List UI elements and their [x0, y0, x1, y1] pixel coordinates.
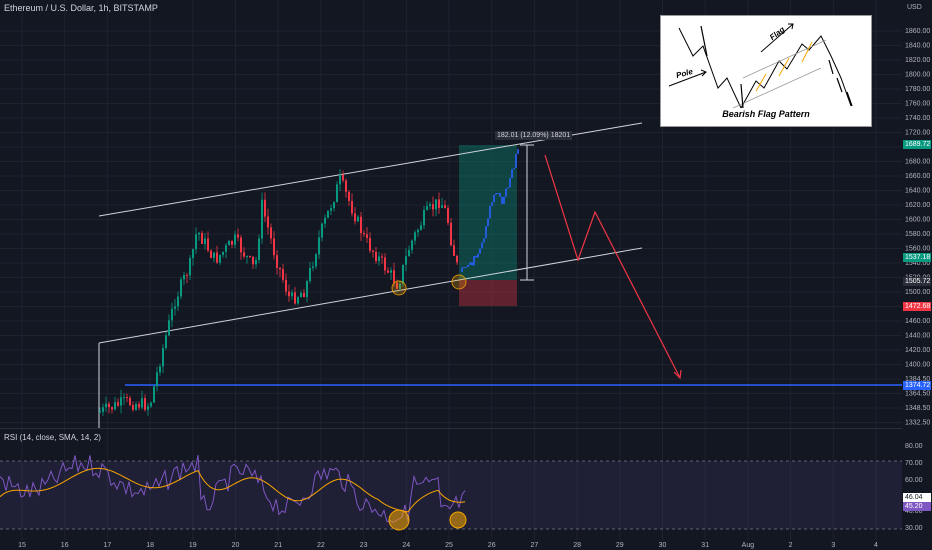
price-tick-label: 1560.00: [905, 246, 930, 253]
rsi-tick-label: 80.00: [905, 443, 923, 450]
price-tick-label: 1400.00: [905, 362, 930, 369]
time-tick-label: 18: [146, 542, 154, 549]
forecast-arrow-head: [673, 369, 682, 380]
time-tick-label: 20: [232, 542, 240, 549]
chart-symbol-title[interactable]: Ethereum / U.S. Dollar, 1h, BITSTAMP: [4, 3, 158, 13]
rsi-tick-label: 70.00: [905, 460, 923, 467]
rsi-low-marker: [449, 511, 467, 529]
time-tick-label: 23: [360, 542, 368, 549]
rsi-ma-line: [0, 467, 466, 513]
currency-label: USD: [907, 4, 922, 11]
time-tick-label: Aug: [742, 542, 755, 549]
time-tick-label: 3: [831, 542, 835, 549]
diagram-title: Bearish Flag Pattern: [722, 109, 810, 119]
price-low-marker: [451, 274, 467, 290]
price-tick-label: 1332.50: [905, 420, 930, 427]
price-tick-label: 1780.00: [905, 86, 930, 93]
rsi-indicator-title[interactable]: RSI (14, close, SMA, 14, 2): [4, 433, 101, 442]
projected-candles: [461, 149, 519, 272]
time-tick-label: 15: [18, 542, 26, 549]
price-tick-label: 1364.50: [905, 391, 930, 398]
time-tick-label: 22: [317, 542, 325, 549]
price-tick-label: 1384.50: [905, 376, 930, 383]
rsi-tag: 46.04: [903, 493, 931, 502]
price-tag: 1374.72: [903, 381, 931, 390]
price-tick-label: 1460.00: [905, 318, 930, 325]
time-axis[interactable]: 15 16 17 18 19 20 21 22 23 24 25 26 27 28 29 30 31 Aug 2 3 4: [18, 542, 878, 549]
price-tick-label: 1600.00: [905, 217, 930, 224]
price-tag: 1537.18: [903, 253, 931, 262]
price-tick-label: 1620.00: [905, 202, 930, 209]
price-tick-label: 1680.00: [905, 159, 930, 166]
forecast-path[interactable]: [544, 154, 681, 379]
price-tag: 1689.72: [903, 140, 931, 149]
price-tick-label: 1740.00: [905, 115, 930, 122]
time-tick-label: 30: [659, 542, 667, 549]
candlesticks: [99, 168, 458, 416]
time-tick-label: 21: [274, 542, 282, 549]
pane-divider: [0, 428, 902, 429]
measure-label: 182.01 (12.09%) 18201: [495, 131, 573, 140]
price-tick-label: 1500.00: [905, 289, 930, 296]
price-tick-label: 1820.00: [905, 57, 930, 64]
channel-lower-line[interactable]: [98, 247, 643, 344]
price-tag: 1505.72: [903, 277, 931, 286]
time-tick-label: 25: [445, 542, 453, 549]
time-tick-label: 17: [104, 542, 112, 549]
bearish-flag-diagram: Flag Pole Bearish Flag Pattern: [660, 15, 872, 127]
price-tick-label: 1348.50: [905, 405, 930, 412]
price-tick-label: 1840.00: [905, 43, 930, 50]
time-tick-label: 28: [573, 542, 581, 549]
rsi-axis: 80.00 70.00 60.00 40.00 30.00: [905, 443, 923, 532]
rsi-low-marker: [388, 509, 410, 531]
time-tick-label: 4: [874, 542, 878, 549]
price-low-marker: [391, 280, 407, 296]
rsi-tick-label: 60.00: [905, 477, 923, 484]
price-tick-label: 1660.00: [905, 173, 930, 180]
price-tag: 1472.68: [903, 302, 931, 311]
price-tick-label: 1420.00: [905, 347, 930, 354]
price-tick-label: 1440.00: [905, 333, 930, 340]
price-tick-label: 1640.00: [905, 188, 930, 195]
price-axis[interactable]: USD 1860.00 1840.00 1820.00 1800.00 1780.00 17…: [905, 4, 930, 427]
long-position-stop-zone[interactable]: [459, 280, 517, 306]
time-tick-label: 19: [189, 542, 197, 549]
time-tick-label: 26: [488, 542, 496, 549]
price-tick-label: 1760.00: [905, 101, 930, 108]
time-tick-label: 29: [616, 542, 624, 549]
time-tick-label: 24: [402, 542, 410, 549]
flag-diagram-drawing: [668, 23, 853, 109]
rsi-tick-label: 40.00: [905, 508, 923, 515]
rsi-tag: 45.20: [903, 502, 931, 511]
long-position-target-zone[interactable]: [459, 145, 517, 280]
time-tick-label: 27: [531, 542, 539, 549]
price-tick-label: 1540.00: [905, 260, 930, 267]
price-tick-label: 1720.00: [905, 130, 930, 137]
time-tick-label: 16: [61, 542, 69, 549]
price-tick-label: 1800.00: [905, 72, 930, 79]
price-tick-label: 1580.00: [905, 231, 930, 238]
price-tick-label: 1860.00: [905, 28, 930, 35]
time-tick-label: 31: [701, 542, 709, 549]
rsi-line: [0, 455, 466, 523]
time-tick-label: 2: [789, 542, 793, 549]
rsi-tick-label: 30.00: [905, 525, 923, 532]
